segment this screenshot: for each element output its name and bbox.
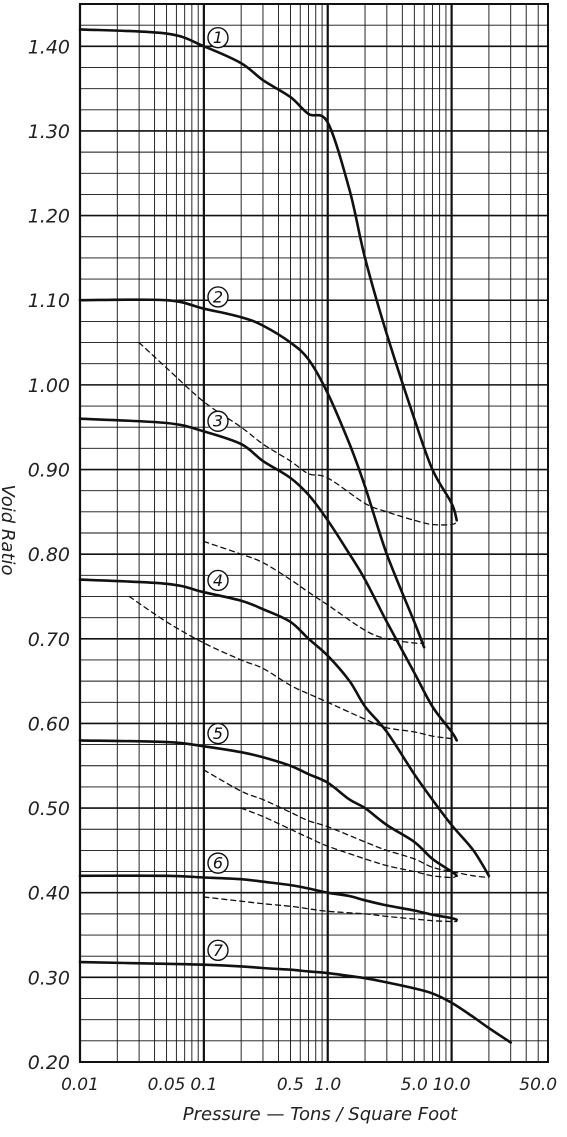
- curve-label-6: 6: [213, 854, 223, 873]
- x-tick-label: 0.05: [148, 1075, 186, 1095]
- curve-label-circle: [207, 286, 229, 308]
- rebound-curve-7: [138, 341, 458, 526]
- curve-label-circle: [207, 852, 229, 874]
- y-tick-label: 1.10: [28, 290, 70, 312]
- series-layer: [78, 28, 512, 1044]
- y-tick-label: 0.50: [28, 798, 70, 820]
- x-tick-label: 0.01: [61, 1075, 99, 1095]
- x-tick-label: 5.0: [401, 1075, 428, 1095]
- minor-grid: [80, 3, 549, 1062]
- y-tick-labels: 0.20 0.30 0.40 0.50 0.60 0.70 0.80 0.90 1.00 1.10…: [28, 36, 70, 1074]
- y-tick-label: 0.20: [28, 1052, 70, 1074]
- curve-label-3: 3: [213, 412, 223, 431]
- rebound-curve-12: [203, 896, 458, 923]
- curve-label-7: 7: [213, 941, 224, 960]
- curve-label-5: 5: [213, 724, 223, 743]
- x-tick-label: 0.1: [190, 1075, 217, 1095]
- y-tick-label: 0.60: [28, 713, 70, 735]
- y-tick-label: 1.00: [28, 375, 70, 397]
- plot-border: [79, 3, 549, 1063]
- x-tick-labels: 0.01 0.05 0.1 0.5 1.0 5.0 10.0 50.0: [61, 1075, 557, 1095]
- x-tick-label: 1.0: [314, 1075, 341, 1095]
- curve-6: [78, 874, 458, 922]
- curve-4: [78, 578, 491, 878]
- y-tick-label: 0.80: [28, 544, 70, 566]
- x-axis-title: Pressure — Tons / Square Foot: [183, 1104, 458, 1125]
- curve-label-2: 2: [213, 287, 223, 306]
- rebound-curve-10: [203, 769, 490, 879]
- curve-label-circle: [207, 569, 229, 592]
- curve-2: [78, 298, 426, 649]
- y-tick-label: 0.30: [28, 967, 70, 989]
- y-axis-title: Void Ratio: [0, 484, 18, 575]
- x-tick-label: 10.0: [433, 1075, 471, 1095]
- y-tick-label: 1.40: [28, 36, 70, 58]
- curve-label-circle: [207, 939, 229, 962]
- curve-label-circle: [207, 722, 229, 745]
- y-tick-label: 1.30: [28, 121, 70, 143]
- rebound-curve-11: [240, 807, 458, 879]
- y-tick-label: 0.40: [28, 883, 70, 905]
- x-tick-label: 0.5: [277, 1075, 304, 1095]
- major-grid: [78, 4, 548, 1063]
- y-tick-label: 0.70: [28, 629, 70, 651]
- rebound-curve-9: [128, 595, 458, 742]
- curve-labels: 1 2 3 4 5 6 7: [207, 27, 229, 962]
- curve-1: [78, 28, 458, 522]
- y-tick-label: 1.20: [28, 206, 70, 228]
- curve-label-1: 1: [213, 28, 223, 47]
- plot-frame: [79, 3, 549, 1063]
- rebound-curve-8: [203, 540, 425, 644]
- curve-3: [78, 417, 458, 742]
- curve-label-circle: [207, 410, 229, 432]
- curve-5: [78, 739, 458, 878]
- curve-7: [78, 960, 512, 1044]
- curve-label-circle: [207, 27, 229, 49]
- y-tick-label: 0.90: [28, 460, 70, 482]
- x-tick-label: 50.0: [519, 1075, 557, 1095]
- curve-label-4: 4: [213, 571, 223, 590]
